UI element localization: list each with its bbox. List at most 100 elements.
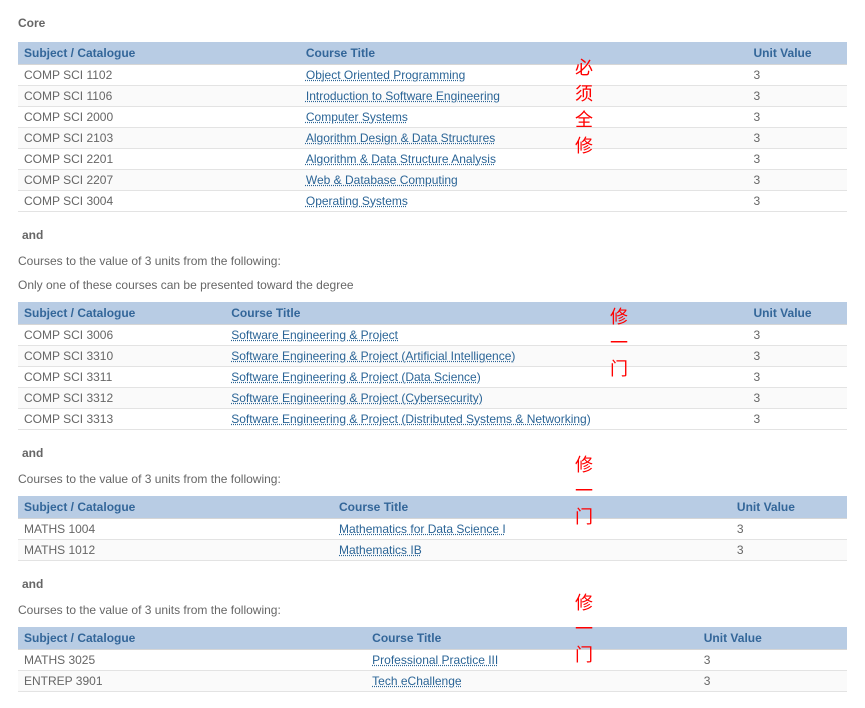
title-cell: Algorithm & Data Structure Analysis xyxy=(300,149,748,170)
course-link[interactable]: Mathematics IB xyxy=(339,543,422,557)
unit-cell: 3 xyxy=(748,191,847,212)
table-row: COMP SCI 3311 Software Engineering & Proj… xyxy=(18,367,847,388)
title-cell: Mathematics IB xyxy=(333,540,731,561)
unit-cell: 3 xyxy=(748,86,847,107)
course-table: Subject / CatalogueCourse TitleUnit Valu… xyxy=(18,302,847,430)
course-link[interactable]: Software Engineering & Project xyxy=(231,328,398,342)
column-header-subject: Subject / Catalogue xyxy=(18,42,300,65)
table-row: MATHS 3025 Professional Practice III 3 xyxy=(18,650,847,671)
unit-cell: 3 xyxy=(748,65,847,86)
table-row: COMP SCI 3310 Software Engineering & Proj… xyxy=(18,346,847,367)
table-row: COMP SCI 3313 Software Engineering & Proj… xyxy=(18,409,847,430)
course-link[interactable]: Object Oriented Programming xyxy=(306,68,465,82)
unit-cell: 3 xyxy=(748,388,847,409)
course-link[interactable]: Tech eChallenge xyxy=(372,674,461,688)
subject-cell: COMP SCI 2201 xyxy=(18,149,300,170)
section-intro: Only one of these courses can be present… xyxy=(18,278,847,292)
subject-cell: COMP SCI 1102 xyxy=(18,65,300,86)
subject-cell: COMP SCI 3312 xyxy=(18,388,225,409)
title-cell: Object Oriented Programming xyxy=(300,65,748,86)
table-row: MATHS 1012Mathematics IB3 xyxy=(18,540,847,561)
title-cell: Professional Practice III xyxy=(366,650,698,671)
section-heading: Core xyxy=(18,16,847,30)
title-cell: Software Engineering & Project (Distribu… xyxy=(225,409,747,430)
subject-cell: ENTREP 3901 xyxy=(18,671,366,692)
course-link[interactable]: Software Engineering & Project (Data Sci… xyxy=(231,370,480,384)
unit-cell: 3 xyxy=(731,519,847,540)
title-cell: Software Engineering & Project (Cybersec… xyxy=(225,388,747,409)
subject-cell: MATHS 3025 xyxy=(18,650,366,671)
subject-cell: COMP SCI 2103 xyxy=(18,128,300,149)
unit-cell: 3 xyxy=(748,107,847,128)
and-label: and xyxy=(22,577,847,591)
course-link[interactable]: Web & Database Computing xyxy=(306,173,458,187)
column-header-title: Course Title xyxy=(366,627,698,650)
subject-cell: COMP SCI 3310 xyxy=(18,346,225,367)
table-row: COMP SCI 2103 Algorithm Design & Data Str… xyxy=(18,128,847,149)
table-row: COMP SCI 2201 Algorithm & Data Structure … xyxy=(18,149,847,170)
course-link[interactable]: Mathematics for Data Science I xyxy=(339,522,506,536)
column-header-unit: Unit Value xyxy=(748,42,847,65)
course-table: Subject / CatalogueCourse TitleUnit Valu… xyxy=(18,496,847,561)
column-header-unit: Unit Value xyxy=(698,627,847,650)
course-link[interactable]: Algorithm Design & Data Structures xyxy=(306,131,495,145)
subject-cell: COMP SCI 2207 xyxy=(18,170,300,191)
title-cell: Introduction to Software Engineering xyxy=(300,86,748,107)
course-link[interactable]: Introduction to Software Engineering xyxy=(306,89,500,103)
column-header-unit: Unit Value xyxy=(731,496,847,519)
course-link[interactable]: Computer Systems xyxy=(306,110,408,124)
course-link[interactable]: Algorithm & Data Structure Analysis xyxy=(306,152,496,166)
unit-cell: 3 xyxy=(748,170,847,191)
subject-cell: MATHS 1004 xyxy=(18,519,333,540)
table-row: COMP SCI 3312 Software Engineering & Proj… xyxy=(18,388,847,409)
unit-cell: 3 xyxy=(698,650,847,671)
column-header-title: Course Title xyxy=(300,42,748,65)
title-cell: Software Engineering & Project xyxy=(225,325,747,346)
course-link[interactable]: Professional Practice III xyxy=(372,653,498,667)
title-cell: Tech eChallenge xyxy=(366,671,698,692)
course-listing: CoreSubject / CatalogueCourse TitleUnit … xyxy=(18,16,847,692)
unit-cell: 3 xyxy=(731,540,847,561)
unit-cell: 3 xyxy=(748,367,847,388)
title-cell: Mathematics for Data Science I xyxy=(333,519,731,540)
course-link[interactable]: Software Engineering & Project (Distribu… xyxy=(231,412,590,426)
column-header-title: Course Title xyxy=(333,496,731,519)
course-table: Subject / CatalogueCourse TitleUnit Valu… xyxy=(18,627,847,692)
subject-cell: COMP SCI 3006 xyxy=(18,325,225,346)
table-row: ENTREP 3901 Tech eChallenge 3 xyxy=(18,671,847,692)
subject-cell: COMP SCI 3004 xyxy=(18,191,300,212)
table-row: COMP SCI 1106 Introduction to Software En… xyxy=(18,86,847,107)
and-label: and xyxy=(22,228,847,242)
unit-cell: 3 xyxy=(748,149,847,170)
title-cell: Web & Database Computing xyxy=(300,170,748,191)
subject-cell: COMP SCI 3311 xyxy=(18,367,225,388)
column-header-subject: Subject / Catalogue xyxy=(18,627,366,650)
title-cell: Computer Systems xyxy=(300,107,748,128)
column-header-subject: Subject / Catalogue xyxy=(18,496,333,519)
unit-cell: 3 xyxy=(698,671,847,692)
unit-cell: 3 xyxy=(748,346,847,367)
section-intro: Courses to the value of 3 units from the… xyxy=(18,254,847,268)
title-cell: Software Engineering & Project (Data Sci… xyxy=(225,367,747,388)
title-cell: Algorithm Design & Data Structures xyxy=(300,128,748,149)
subject-cell: COMP SCI 2000 xyxy=(18,107,300,128)
column-header-title: Course Title xyxy=(225,302,747,325)
title-cell: Software Engineering & Project (Artifici… xyxy=(225,346,747,367)
course-table: Subject / CatalogueCourse TitleUnit Valu… xyxy=(18,42,847,212)
unit-cell: 3 xyxy=(748,409,847,430)
column-header-unit: Unit Value xyxy=(748,302,847,325)
table-row: COMP SCI 1102 Object Oriented Programming… xyxy=(18,65,847,86)
course-link[interactable]: Operating Systems xyxy=(306,194,408,208)
section-intro: Courses to the value of 3 units from the… xyxy=(18,472,847,486)
course-link[interactable]: Software Engineering & Project (Cybersec… xyxy=(231,391,482,405)
column-header-subject: Subject / Catalogue xyxy=(18,302,225,325)
section-intro: Courses to the value of 3 units from the… xyxy=(18,603,847,617)
table-row: MATHS 1004 Mathematics for Data Science I… xyxy=(18,519,847,540)
table-row: COMP SCI 3006 Software Engineering & Proj… xyxy=(18,325,847,346)
unit-cell: 3 xyxy=(748,128,847,149)
unit-cell: 3 xyxy=(748,325,847,346)
course-link[interactable]: Software Engineering & Project (Artifici… xyxy=(231,349,515,363)
table-row: COMP SCI 2207 Web & Database Computing 3 xyxy=(18,170,847,191)
subject-cell: COMP SCI 1106 xyxy=(18,86,300,107)
subject-cell: COMP SCI 3313 xyxy=(18,409,225,430)
